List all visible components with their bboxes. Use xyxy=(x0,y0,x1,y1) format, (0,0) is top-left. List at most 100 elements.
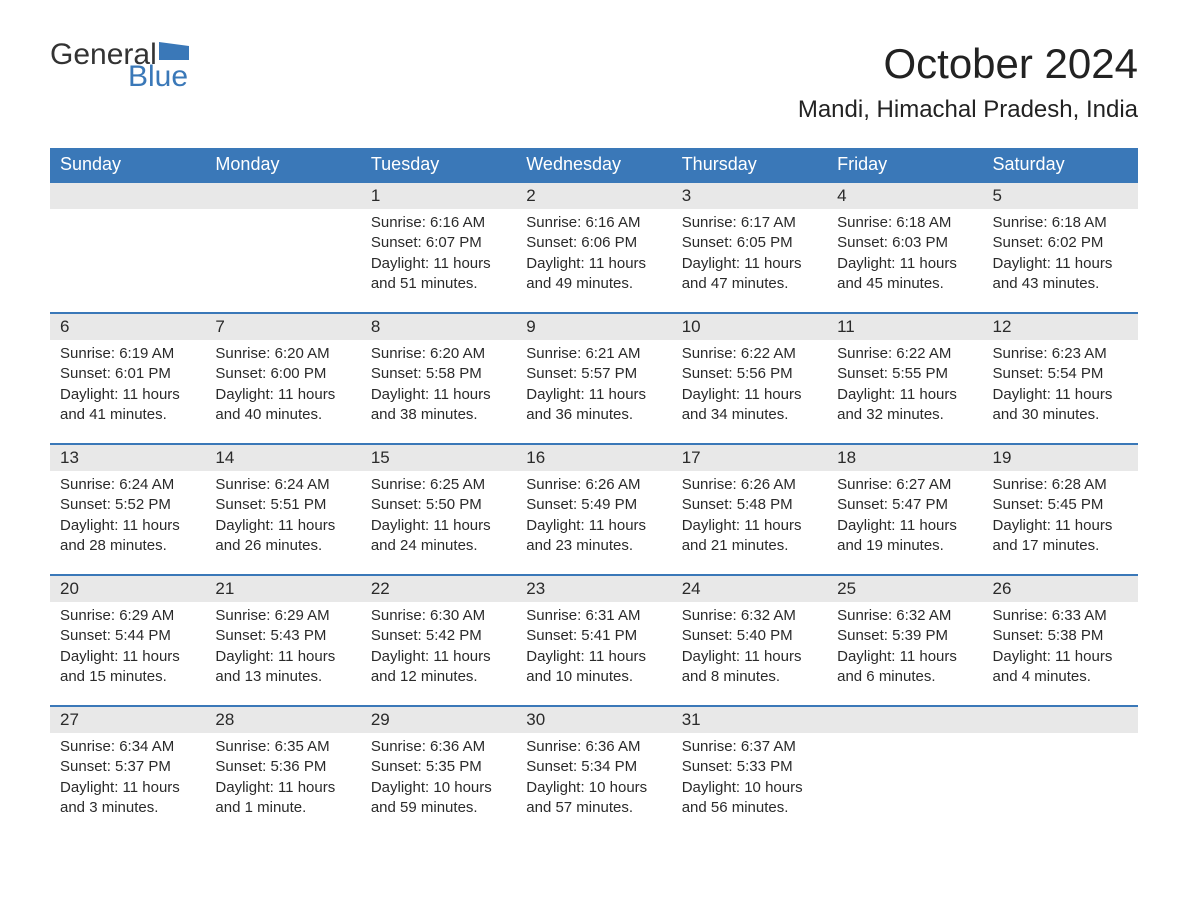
daylight-text-2: and 34 minutes. xyxy=(682,405,817,425)
sunrise-text: Sunrise: 6:24 AM xyxy=(60,475,195,495)
daylight-text-2: and 43 minutes. xyxy=(993,274,1128,294)
daylight-text-1: Daylight: 10 hours xyxy=(682,778,817,798)
sunrise-text: Sunrise: 6:22 AM xyxy=(837,344,972,364)
daynum-cell: 19 xyxy=(983,443,1138,471)
sunset-text: Sunset: 5:57 PM xyxy=(526,364,661,384)
sunset-text: Sunset: 5:38 PM xyxy=(993,626,1128,646)
day-number: 24 xyxy=(672,574,827,602)
sunset-text: Sunset: 5:43 PM xyxy=(215,626,350,646)
day-cell: Sunrise: 6:37 AMSunset: 5:33 PMDaylight:… xyxy=(672,733,827,836)
day-number xyxy=(205,181,360,209)
weekday-header: Wednesday xyxy=(516,148,671,181)
sunrise-text: Sunrise: 6:25 AM xyxy=(371,475,506,495)
day-cell-body: Sunrise: 6:31 AMSunset: 5:41 PMDaylight:… xyxy=(516,602,671,687)
day-cell: Sunrise: 6:36 AMSunset: 5:34 PMDaylight:… xyxy=(516,733,671,836)
day-number: 18 xyxy=(827,443,982,471)
sunrise-text: Sunrise: 6:16 AM xyxy=(371,213,506,233)
day-cell xyxy=(827,733,982,836)
day-cell-body: Sunrise: 6:35 AMSunset: 5:36 PMDaylight:… xyxy=(205,733,360,818)
day-cell-body: Sunrise: 6:30 AMSunset: 5:42 PMDaylight:… xyxy=(361,602,516,687)
daynum-cell: 11 xyxy=(827,312,982,340)
daynum-cell: 31 xyxy=(672,705,827,733)
day-cell: Sunrise: 6:32 AMSunset: 5:40 PMDaylight:… xyxy=(672,602,827,705)
daylight-text-1: Daylight: 11 hours xyxy=(993,516,1128,536)
daynum-cell: 10 xyxy=(672,312,827,340)
sunset-text: Sunset: 5:48 PM xyxy=(682,495,817,515)
day-number: 17 xyxy=(672,443,827,471)
day-number: 30 xyxy=(516,705,671,733)
day-cell-body: Sunrise: 6:34 AMSunset: 5:37 PMDaylight:… xyxy=(50,733,205,818)
sunset-text: Sunset: 5:56 PM xyxy=(682,364,817,384)
daylight-text-2: and 24 minutes. xyxy=(371,536,506,556)
day-number: 8 xyxy=(361,312,516,340)
day-number: 15 xyxy=(361,443,516,471)
sunrise-text: Sunrise: 6:35 AM xyxy=(215,737,350,757)
sunrise-text: Sunrise: 6:22 AM xyxy=(682,344,817,364)
daylight-text-2: and 21 minutes. xyxy=(682,536,817,556)
sunset-text: Sunset: 5:52 PM xyxy=(60,495,195,515)
daylight-text-1: Daylight: 11 hours xyxy=(993,385,1128,405)
day-cell-body: Sunrise: 6:37 AMSunset: 5:33 PMDaylight:… xyxy=(672,733,827,818)
daylight-text-1: Daylight: 11 hours xyxy=(837,647,972,667)
sunrise-text: Sunrise: 6:19 AM xyxy=(60,344,195,364)
daylight-text-2: and 17 minutes. xyxy=(993,536,1128,556)
sunset-text: Sunset: 6:01 PM xyxy=(60,364,195,384)
daylight-text-1: Daylight: 11 hours xyxy=(682,254,817,274)
daylight-text-2: and 32 minutes. xyxy=(837,405,972,425)
sunset-text: Sunset: 5:54 PM xyxy=(993,364,1128,384)
sunrise-text: Sunrise: 6:36 AM xyxy=(371,737,506,757)
sunrise-text: Sunrise: 6:29 AM xyxy=(215,606,350,626)
daylight-text-1: Daylight: 11 hours xyxy=(371,516,506,536)
day-number: 12 xyxy=(983,312,1138,340)
day-number: 21 xyxy=(205,574,360,602)
daylight-text-1: Daylight: 11 hours xyxy=(682,647,817,667)
daylight-text-2: and 8 minutes. xyxy=(682,667,817,687)
daylight-text-2: and 23 minutes. xyxy=(526,536,661,556)
day-number: 16 xyxy=(516,443,671,471)
day-cell-body: Sunrise: 6:18 AMSunset: 6:03 PMDaylight:… xyxy=(827,209,982,294)
weekday-header: Sunday xyxy=(50,148,205,181)
sunset-text: Sunset: 5:47 PM xyxy=(837,495,972,515)
sunrise-text: Sunrise: 6:20 AM xyxy=(215,344,350,364)
sunrise-text: Sunrise: 6:21 AM xyxy=(526,344,661,364)
day-cell-body: Sunrise: 6:26 AMSunset: 5:49 PMDaylight:… xyxy=(516,471,671,556)
daynum-row: 20212223242526 xyxy=(50,574,1138,602)
daylight-text-2: and 10 minutes. xyxy=(526,667,661,687)
daynum-cell: 16 xyxy=(516,443,671,471)
day-cell-body: Sunrise: 6:24 AMSunset: 5:51 PMDaylight:… xyxy=(205,471,360,556)
day-cell-body: Sunrise: 6:16 AMSunset: 6:06 PMDaylight:… xyxy=(516,209,671,294)
day-cell: Sunrise: 6:25 AMSunset: 5:50 PMDaylight:… xyxy=(361,471,516,574)
day-cell-body: Sunrise: 6:32 AMSunset: 5:39 PMDaylight:… xyxy=(827,602,982,687)
day-number: 31 xyxy=(672,705,827,733)
daylight-text-2: and 38 minutes. xyxy=(371,405,506,425)
day-cell-body: Sunrise: 6:23 AMSunset: 5:54 PMDaylight:… xyxy=(983,340,1138,425)
daylight-text-2: and 49 minutes. xyxy=(526,274,661,294)
sunset-text: Sunset: 6:03 PM xyxy=(837,233,972,253)
daylight-text-2: and 26 minutes. xyxy=(215,536,350,556)
daylight-text-2: and 1 minute. xyxy=(215,798,350,818)
daynum-cell: 29 xyxy=(361,705,516,733)
day-cell-body: Sunrise: 6:16 AMSunset: 6:07 PMDaylight:… xyxy=(361,209,516,294)
day-cell: Sunrise: 6:16 AMSunset: 6:07 PMDaylight:… xyxy=(361,209,516,312)
daylight-text-2: and 51 minutes. xyxy=(371,274,506,294)
daylight-text-2: and 30 minutes. xyxy=(993,405,1128,425)
daylight-text-1: Daylight: 11 hours xyxy=(837,516,972,536)
day-number: 4 xyxy=(827,181,982,209)
day-cell: Sunrise: 6:30 AMSunset: 5:42 PMDaylight:… xyxy=(361,602,516,705)
day-cell-body: Sunrise: 6:19 AMSunset: 6:01 PMDaylight:… xyxy=(50,340,205,425)
daynum-cell: 18 xyxy=(827,443,982,471)
day-cell: Sunrise: 6:24 AMSunset: 5:51 PMDaylight:… xyxy=(205,471,360,574)
daynum-cell: 2 xyxy=(516,181,671,209)
day-cell: Sunrise: 6:29 AMSunset: 5:43 PMDaylight:… xyxy=(205,602,360,705)
daylight-text-1: Daylight: 11 hours xyxy=(682,516,817,536)
day-number xyxy=(983,705,1138,733)
day-number xyxy=(50,181,205,209)
sunrise-text: Sunrise: 6:31 AM xyxy=(526,606,661,626)
day-number: 22 xyxy=(361,574,516,602)
sunset-text: Sunset: 5:34 PM xyxy=(526,757,661,777)
day-number: 27 xyxy=(50,705,205,733)
daynum-cell: 20 xyxy=(50,574,205,602)
sunset-text: Sunset: 5:40 PM xyxy=(682,626,817,646)
daynum-row: 6789101112 xyxy=(50,312,1138,340)
sunset-text: Sunset: 5:33 PM xyxy=(682,757,817,777)
